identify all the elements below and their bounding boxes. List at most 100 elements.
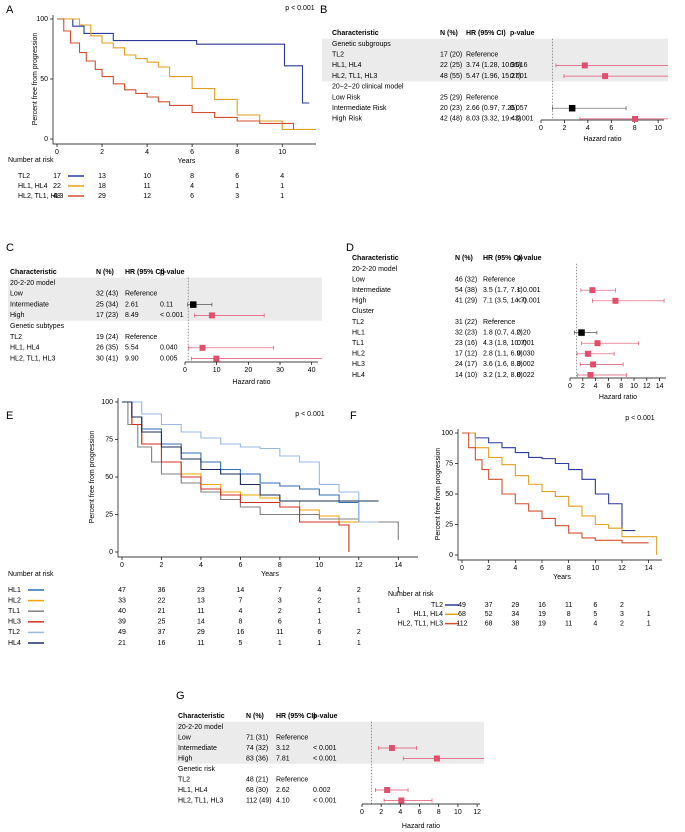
axis-line	[52, 15, 316, 145]
hr-text: 8.03 (3.32, 19.43)	[466, 116, 521, 123]
ci-group	[375, 787, 409, 793]
group-label: 20-2-20 model	[178, 724, 224, 731]
row-label: HL1, HL4	[10, 345, 40, 352]
column-header: HR (95% CI)	[125, 269, 165, 276]
x-tick-label: 12	[618, 565, 626, 572]
p-value: 0.016	[510, 62, 528, 69]
legend-label: HL2, TL1, HL3	[18, 193, 64, 200]
n-percent: 46 (32)	[455, 276, 477, 283]
column-header: N (%)	[455, 255, 473, 262]
hr-marker	[578, 329, 585, 336]
column-header: p-value	[510, 30, 535, 37]
at-risk-count: 11	[143, 183, 150, 190]
hr-text: Reference	[276, 776, 308, 783]
hr-text: 2.61	[125, 301, 139, 308]
x-tick-label: 2	[379, 809, 383, 816]
ci-group	[190, 355, 322, 362]
at-risk-count: 2	[317, 597, 321, 604]
hr-text: 3.2 (1.2, 8.8)	[483, 372, 523, 379]
at-risk-count: 6	[190, 193, 194, 200]
x-tick-label: 40	[308, 367, 316, 374]
row-label: Low	[178, 734, 192, 741]
at-risk-count: 2	[357, 587, 361, 594]
at-risk-count: 1	[278, 640, 282, 647]
row-label: HL1, HL4	[332, 62, 362, 69]
y-tick-label: 50	[105, 474, 113, 481]
panel-label: E	[6, 410, 13, 422]
row-label: Low	[352, 276, 366, 283]
row-label: HL2	[352, 351, 365, 358]
x-tick-label: 0	[460, 565, 464, 572]
at-risk-count: 22	[158, 597, 166, 604]
at-risk-count: 23	[197, 587, 205, 594]
panel-label: C	[6, 242, 14, 254]
at-risk-count: 2	[620, 620, 624, 627]
at-risk-count: 8	[567, 611, 571, 618]
row-label: High	[352, 298, 367, 305]
column-header: N (%)	[246, 713, 264, 720]
p-value: p < 0.001	[295, 411, 324, 418]
ci-group	[576, 350, 615, 357]
hr-text: 9.90	[125, 355, 139, 362]
p-value: < 0.001	[517, 298, 541, 305]
p-value: 0.001	[517, 340, 535, 347]
row-label: Intermediate	[10, 301, 49, 308]
hr-marker	[568, 104, 576, 112]
x-tick-label: 6	[540, 565, 544, 572]
p-value: < 0.001	[313, 755, 337, 762]
n-percent: 22 (25)	[440, 62, 462, 69]
x-tick-label: 0	[120, 562, 124, 569]
at-risk-count: 11	[197, 640, 204, 647]
at-risk-count: 34	[511, 611, 519, 618]
at-risk-count: 13	[197, 597, 205, 604]
at-risk-count: 12	[143, 193, 151, 200]
at-risk-count: 5	[238, 640, 242, 647]
n-percent: 32 (43)	[96, 291, 118, 298]
risk-table-title: Number at risk	[8, 157, 54, 164]
y-tick-label: 100	[441, 430, 453, 437]
at-risk-count: 38	[511, 620, 519, 627]
panel-label: G	[176, 690, 185, 702]
hr-text: 3.74 (1.28, 10.95)	[466, 62, 521, 69]
ci-group	[188, 344, 275, 351]
legend-label: HL2	[8, 597, 21, 604]
n-percent: 25 (34)	[96, 301, 118, 308]
row-label: High Risk	[332, 116, 362, 123]
hr-marker	[589, 287, 596, 294]
at-risk-count: 4	[280, 173, 284, 180]
ci-group	[187, 301, 213, 308]
p-value: < 0.001	[517, 287, 541, 294]
column-header: N (%)	[96, 269, 114, 276]
hr-text: 7.1 (3.5, 14.7)	[483, 298, 527, 305]
column-header: N (%)	[440, 30, 458, 37]
n-percent: 23 (16)	[455, 340, 477, 347]
x-tick-label: 8	[278, 562, 282, 569]
at-risk-count: 6	[235, 173, 239, 180]
p-value: 0.001	[510, 73, 528, 80]
y-tick-label: 75	[105, 436, 113, 443]
row-label: HL2, TL1, HL3	[332, 73, 378, 80]
x-tick-label: 10	[315, 562, 323, 569]
hr-marker	[587, 372, 594, 378]
hr-marker	[433, 755, 440, 762]
column-header: Characteristic	[178, 713, 225, 720]
at-risk-count: 2	[278, 608, 282, 615]
x-tick-label: 10	[213, 367, 221, 374]
n-percent: 17 (12)	[455, 351, 477, 358]
x-tick-label: 4	[513, 565, 517, 572]
x-tick-label: 6	[418, 809, 422, 816]
at-risk-count: 47	[118, 587, 126, 594]
p-value: < 0.001	[160, 312, 184, 319]
x-tick-label: 30	[276, 367, 284, 374]
x-axis-label: Years	[261, 571, 279, 578]
p-value: 0.20	[517, 329, 531, 336]
p-value: 0.002	[517, 361, 535, 368]
hr-text: Reference	[125, 291, 157, 298]
hr-text: 1.8 (0.7, 4.2)	[483, 329, 523, 336]
at-risk-count: 2	[620, 602, 624, 609]
y-tick-label: 0	[109, 549, 113, 556]
n-percent: 48 (55)	[440, 73, 462, 80]
x-axis-label: Hazard ratio	[232, 379, 270, 386]
at-risk-count: 7	[238, 597, 242, 604]
panel-label: D	[346, 242, 354, 254]
